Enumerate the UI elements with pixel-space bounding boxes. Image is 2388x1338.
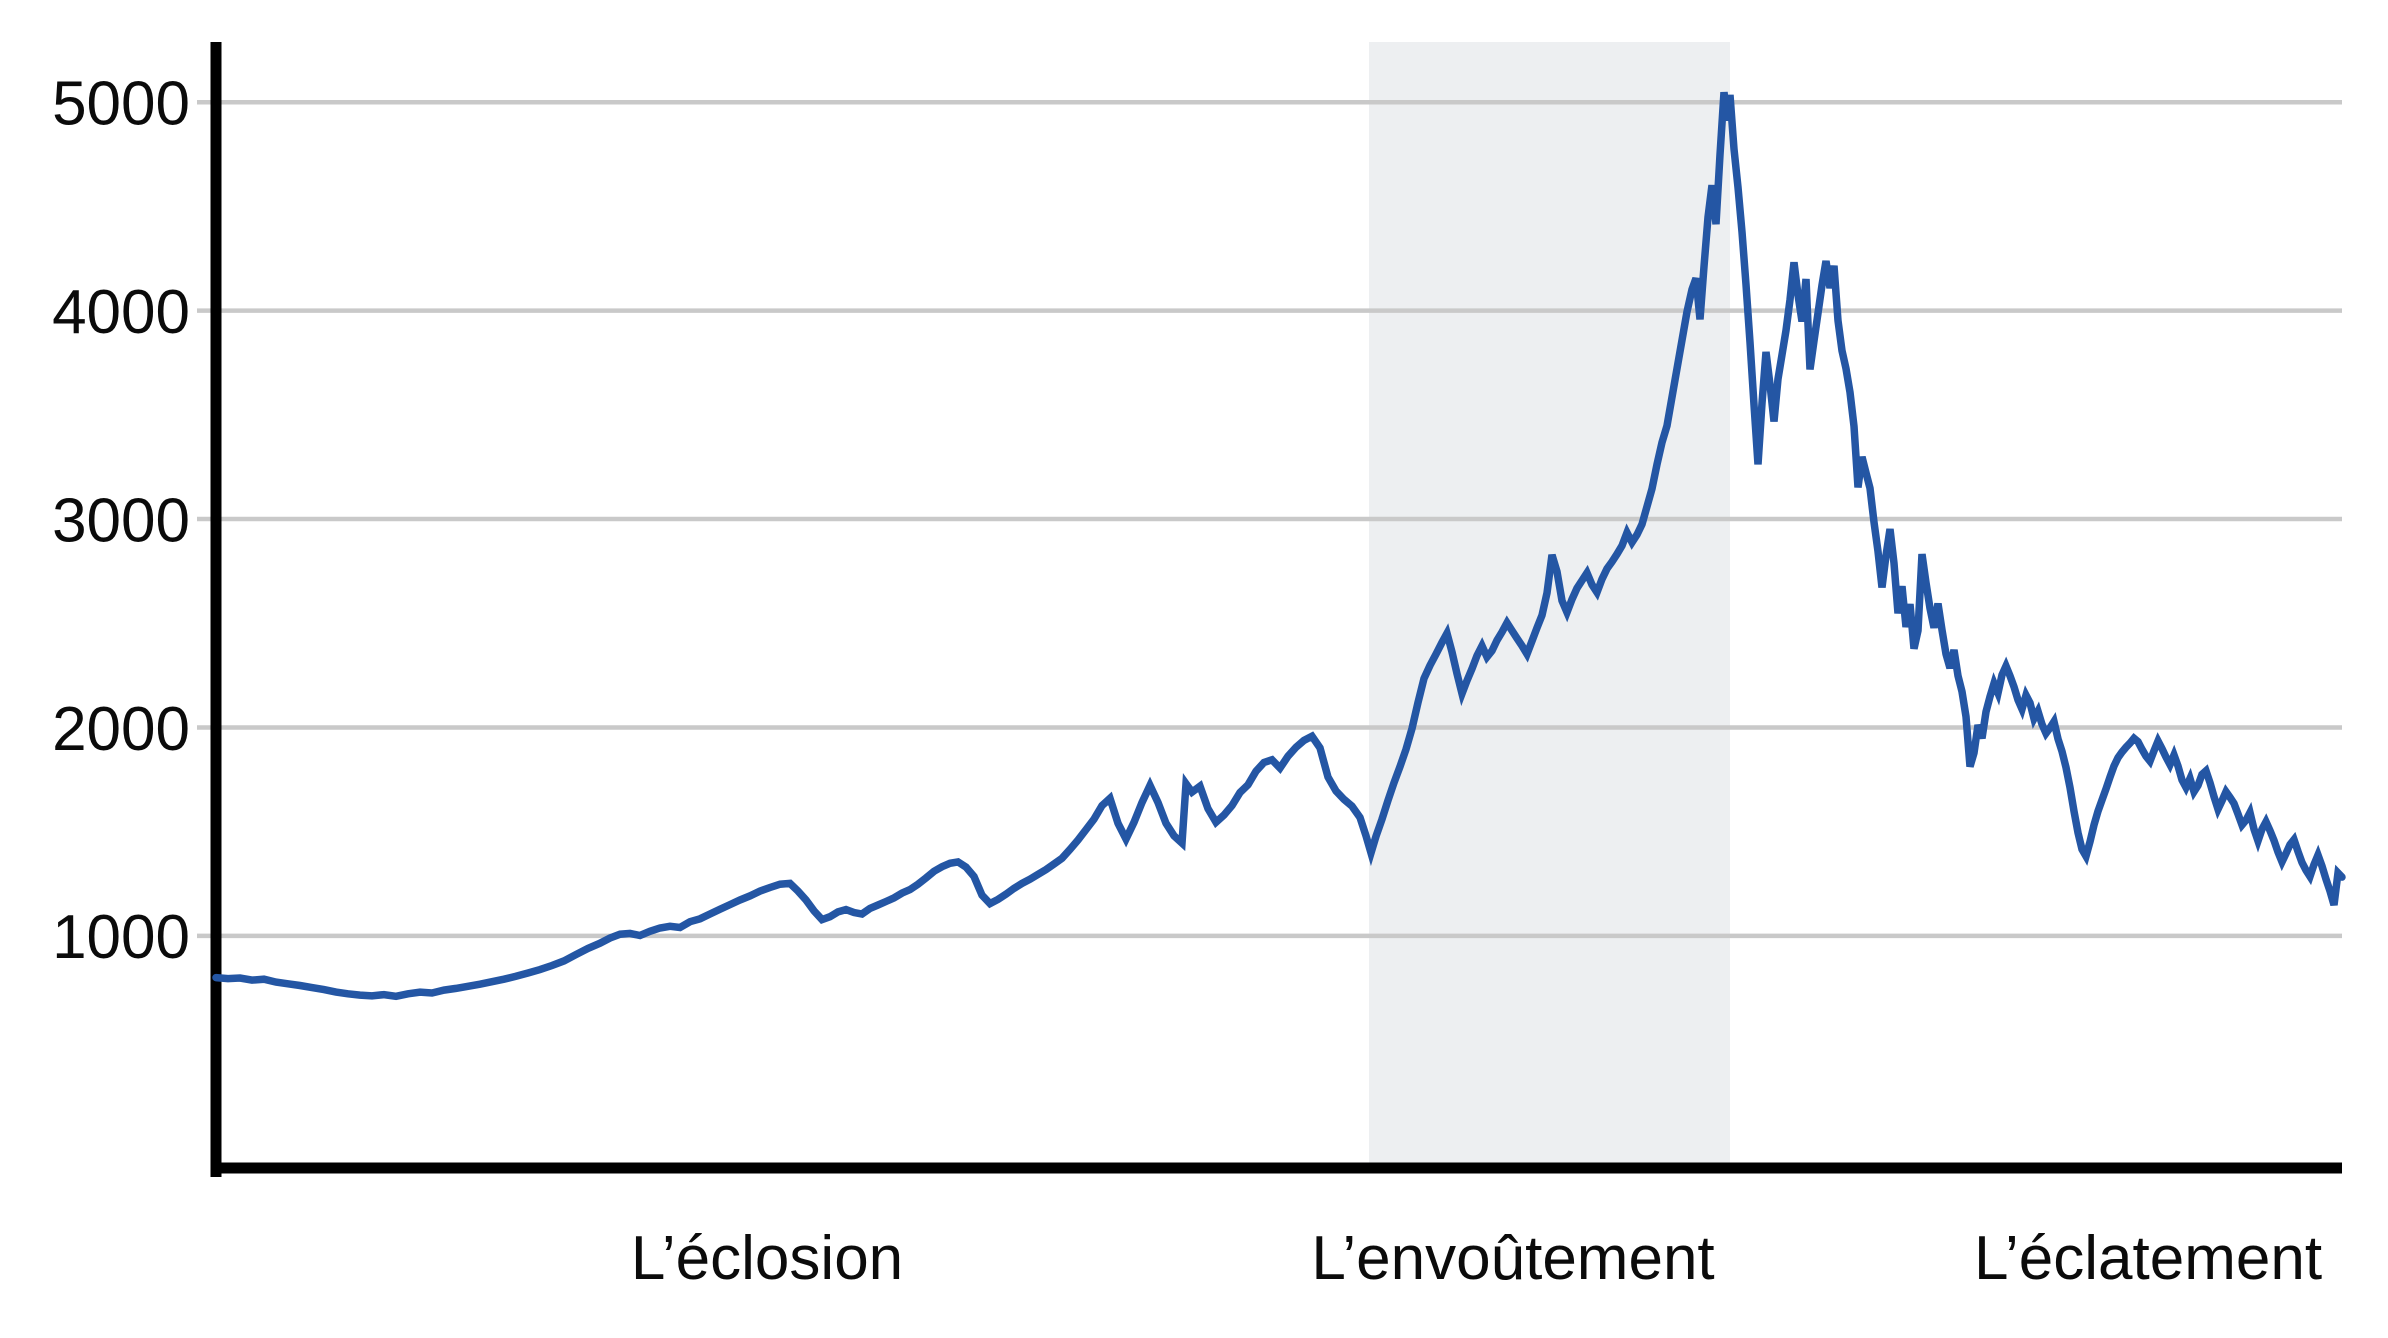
y-axis-tick-label: 4000 xyxy=(52,278,190,347)
x-axis-phase-label-1: L’éclosion xyxy=(631,1224,903,1293)
y-axis-tick-label: 5000 xyxy=(52,70,190,139)
series-index-level xyxy=(212,91,2346,1001)
highlight-band xyxy=(1369,42,1730,1172)
y-axis-tick-label: 1000 xyxy=(52,903,190,972)
y-axis-tick-label: 3000 xyxy=(52,486,190,555)
x-axis-phase-label-3: L’éclatement xyxy=(1974,1224,2322,1293)
y-axis-tick-label: 2000 xyxy=(52,695,190,764)
x-axis-phase-label-2: L’envoûtement xyxy=(1311,1224,1714,1293)
